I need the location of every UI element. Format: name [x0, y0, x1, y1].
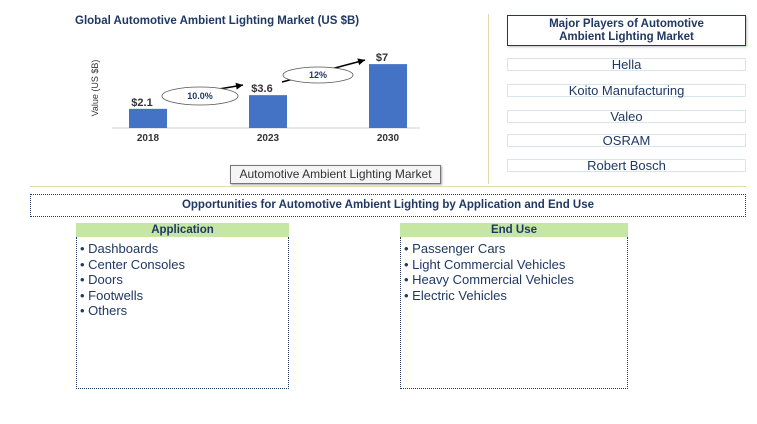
tick-label-2018: 2018 — [137, 133, 160, 144]
list-item: Passenger Cars — [401, 241, 627, 257]
tooltip: Automotive Ambient Lighting Market — [230, 165, 441, 184]
player-osram: OSRAM — [507, 134, 746, 147]
application-header: Application — [76, 223, 289, 237]
list-item: Electric Vehicles — [401, 288, 627, 304]
tick-label-2030: 2030 — [377, 133, 400, 144]
list-item: Center Consoles — [77, 257, 288, 273]
player-valeo: Valeo — [507, 110, 746, 123]
data-label-2018: $2.1 — [131, 97, 152, 109]
horizontal-divider — [30, 186, 746, 187]
end-use-list: Passenger Cars Light Commercial Vehicles… — [400, 237, 628, 389]
vertical-divider — [488, 14, 489, 184]
player-hella: Hella — [507, 58, 746, 71]
players-title: Major Players of Automotive Ambient Ligh… — [507, 15, 746, 46]
growth-label-2: 12% — [309, 70, 327, 80]
bar-2018 — [129, 108, 167, 128]
growth-ellipse-1 — [161, 86, 239, 106]
list-item: Doors — [77, 272, 288, 288]
chart-title: Global Automotive Ambient Lighting Marke… — [75, 15, 360, 27]
list-item: Dashboards — [77, 241, 288, 257]
bar-2023 — [249, 95, 287, 128]
player-robert-bosch: Robert Bosch — [507, 159, 746, 172]
growth-label-1: 10.0% — [187, 91, 213, 101]
player-koito-manufacturing: Koito Manufacturing — [507, 84, 746, 97]
list-item: Footwells — [77, 288, 288, 304]
bar-chart: Value (US $B) $2.1 2018 $3.6 2023 $7 2030 10.0%… — [90, 52, 420, 144]
list-item: Heavy Commercial Vehicles — [401, 272, 627, 288]
data-label-2030: $7 — [376, 52, 388, 64]
tick-label-2023: 2023 — [257, 133, 280, 144]
application-list: Dashboards Center Consoles Doors Footwel… — [76, 237, 289, 389]
opportunities-title: Opportunities for Automotive Ambient Lig… — [30, 194, 746, 217]
growth-ellipse-2 — [282, 66, 354, 84]
growth-arrowhead-2 — [357, 58, 365, 66]
growth-arrowhead-1 — [235, 82, 243, 90]
list-item: Light Commercial Vehicles — [401, 257, 627, 273]
end-use-header: End Use — [400, 223, 628, 237]
bar-2030 — [369, 64, 407, 128]
list-item: Others — [77, 303, 288, 319]
y-axis-label: Value (US $B) — [90, 60, 100, 117]
data-label-2023: $3.6 — [251, 83, 272, 95]
